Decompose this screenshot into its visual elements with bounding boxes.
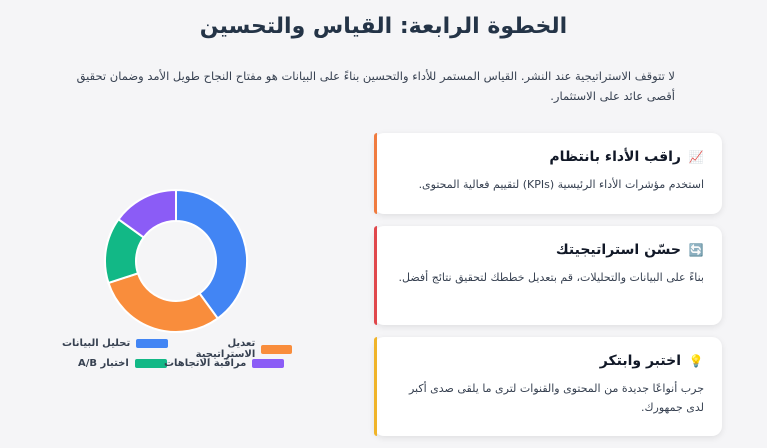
card-title: 🔄 حسّن استراتيجيتك bbox=[392, 242, 704, 258]
card-title: 📈 راقب الأداء بانتظام bbox=[392, 149, 704, 165]
donut-slice-1[interactable] bbox=[107, 272, 220, 333]
card-title-text: راقب الأداء بانتظام bbox=[549, 149, 681, 165]
legend-label: مراقبة الاتجاهات bbox=[164, 358, 247, 369]
legend-item-strategy: تعديل الاستراتيجية bbox=[168, 338, 292, 360]
donut-slice-3[interactable] bbox=[117, 188, 177, 239]
card-description: استخدم مؤشرات الأداء الرئيسية (KPIs) لتق… bbox=[418, 178, 704, 191]
lightbulb-icon: 💡 bbox=[688, 354, 704, 368]
card-list: 📈 راقب الأداء بانتظام استخدم مؤشرات الأد… bbox=[374, 133, 722, 448]
card-title-text: حسّن استراتيجيتك bbox=[555, 242, 681, 258]
card-monitor-performance: 📈 راقب الأداء بانتظام استخدم مؤشرات الأد… bbox=[374, 133, 722, 214]
page-title: الخطوة الرابعة: القياس والتحسين bbox=[199, 14, 568, 39]
legend-label: تعديل الاستراتيجية bbox=[195, 338, 256, 360]
legend-label: تحليل البيانات bbox=[62, 338, 131, 349]
legend-item-data-analysis: تحليل البيانات bbox=[62, 338, 169, 349]
donut-chart bbox=[60, 185, 300, 385]
legend-label: اختبار A/B bbox=[78, 358, 129, 369]
legend-item-ab-test: اختبار A/B bbox=[78, 358, 167, 369]
legend-swatch bbox=[134, 359, 167, 368]
legend-swatch bbox=[252, 359, 285, 368]
card-test-innovate: 💡 اختبر وابتكر جرب أنواعًا جديدة من المح… bbox=[374, 337, 722, 436]
legend-swatch bbox=[261, 344, 292, 354]
legend-swatch bbox=[136, 339, 169, 348]
legend-item-trends: مراقبة الاتجاهات bbox=[164, 358, 285, 369]
donut-slice-0[interactable] bbox=[175, 188, 248, 320]
card-title-text: اختبر وابتكر bbox=[599, 353, 681, 369]
card-description: جرب أنواعًا جديدة من المحتوى والقنوات لت… bbox=[408, 382, 704, 414]
refresh-icon: 🔄 bbox=[688, 243, 704, 257]
card-improve-strategy: 🔄 حسّن استراتيجيتك بناءً على البيانات وا… bbox=[374, 226, 722, 325]
intro-text: لا تتوقف الاستراتيجية عند النشر. القياس … bbox=[76, 69, 675, 103]
card-description: بناءً على البيانات والتحليلات، قم بتعديل… bbox=[398, 271, 704, 284]
donut-chart-svg bbox=[104, 188, 248, 333]
card-title: 💡 اختبر وابتكر bbox=[392, 353, 704, 369]
chart-up-icon: 📈 bbox=[688, 150, 704, 164]
